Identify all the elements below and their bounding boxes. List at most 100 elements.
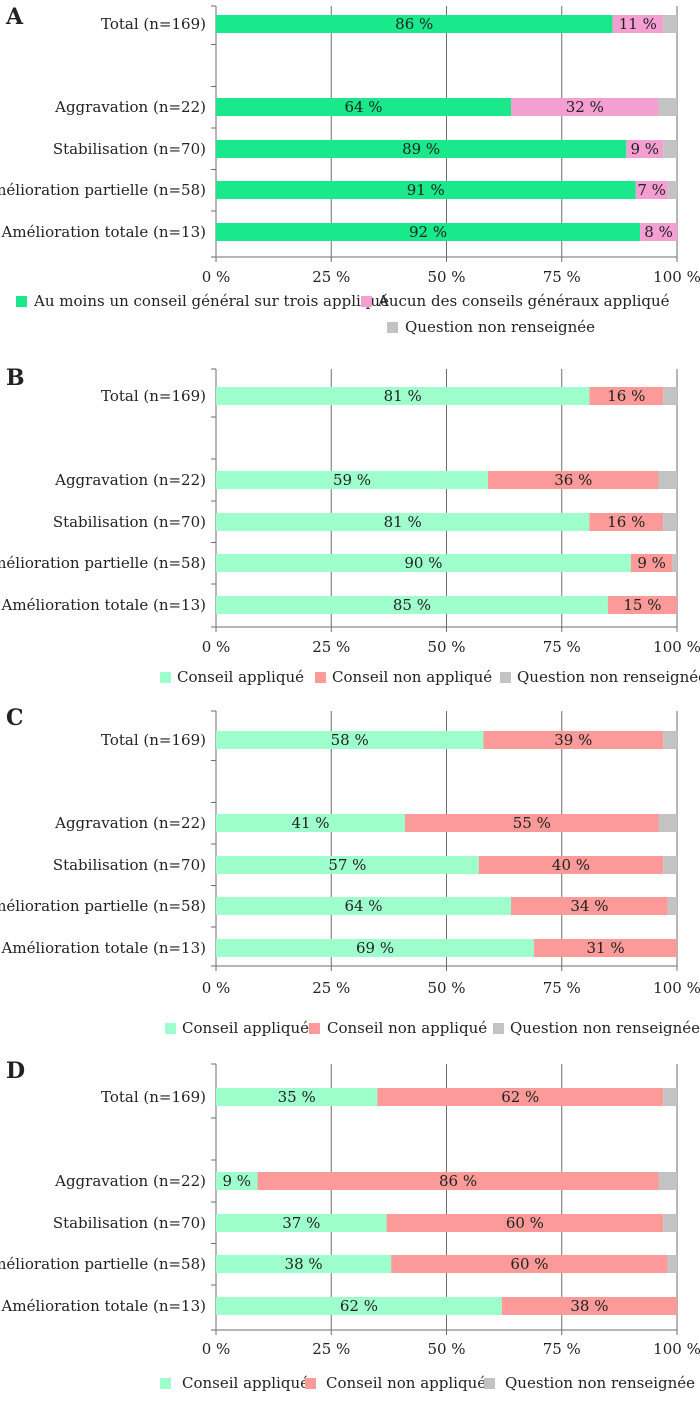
data-label: 39 % <box>554 731 592 749</box>
legend-swatch <box>493 1023 504 1034</box>
bar-segment <box>663 513 677 531</box>
bar-segment <box>667 1255 677 1273</box>
data-label: 81 % <box>384 513 422 531</box>
data-label: 92 % <box>409 223 447 241</box>
category-label: Stabilisation (n=70) <box>53 513 206 531</box>
x-tick-label: 100 % <box>653 268 700 286</box>
bar-segment <box>667 181 677 199</box>
category-label: Total (n=169) <box>101 1088 206 1106</box>
panel-letter: A <box>5 4 24 30</box>
bar-segment <box>257 1172 659 1190</box>
panel-letter: C <box>6 705 24 731</box>
data-label: 41 % <box>291 814 329 832</box>
bar-segment <box>663 140 677 158</box>
category-label: Aggravation (n=22) <box>54 471 206 489</box>
data-label: 9 % <box>222 1172 251 1190</box>
legend-label: Question non renseignée <box>517 668 700 686</box>
data-label: 16 % <box>607 513 645 531</box>
legend-label: Conseil appliqué <box>177 668 304 686</box>
x-tick-label: 50 % <box>427 1340 465 1358</box>
legend-swatch <box>305 1378 316 1389</box>
category-label: Amélioration totale (n=13) <box>1 223 206 241</box>
bar-segment <box>391 1255 668 1273</box>
x-tick-label: 100 % <box>653 1340 700 1358</box>
bar-segment <box>478 856 664 874</box>
x-tick-label: 25 % <box>312 1340 350 1358</box>
data-label: 35 % <box>278 1088 316 1106</box>
bar-segment <box>589 387 664 405</box>
bar-segment <box>589 513 664 531</box>
data-label: 89 % <box>402 140 440 158</box>
category-label: Amélioration partielle (n=58) <box>0 1255 206 1273</box>
bar-segment <box>483 731 664 749</box>
panel-d: D 0 % 25 % 50 % 75 % 100 % Total (n=169) 35 % 62… <box>0 1058 700 1392</box>
x-tick-label: 75 % <box>543 979 581 997</box>
bar-segment <box>386 1214 664 1232</box>
data-label: 40 % <box>552 856 590 874</box>
data-label: 60 % <box>510 1255 548 1273</box>
legend-swatch <box>165 1023 176 1034</box>
bar-segment <box>501 1297 677 1315</box>
category-label: Amélioration totale (n=13) <box>1 596 206 614</box>
legend-label: Conseil appliqué <box>182 1374 309 1392</box>
category-label: Stabilisation (n=70) <box>53 856 206 874</box>
legend-swatch <box>16 296 27 307</box>
bar-segment <box>216 140 627 158</box>
legend-label: Question non renseignée <box>405 318 595 336</box>
bar-segment <box>216 939 535 957</box>
bar-segment <box>626 140 664 158</box>
bar-segment <box>216 181 636 199</box>
legend-label: Au moins un conseil général sur trois ap… <box>33 292 389 310</box>
bar-segment <box>663 856 677 874</box>
category-label: Total (n=169) <box>101 387 206 405</box>
x-tick-label: 100 % <box>653 979 700 997</box>
bar-segment <box>216 814 406 832</box>
bar-segment <box>216 387 590 405</box>
bar-segment <box>216 513 590 531</box>
x-tick-label: 50 % <box>427 979 465 997</box>
panel-a: A 0 % 25 % 50 % 75 % 100 % Total (n=169) 86 % 11… <box>0 4 700 336</box>
category-label: Stabilisation (n=70) <box>53 140 206 158</box>
bar-segment <box>607 596 677 614</box>
category-label: Aggravation (n=22) <box>54 98 206 116</box>
x-tick-label: 75 % <box>543 1340 581 1358</box>
panel-letter: D <box>6 1058 25 1084</box>
data-label: 7 % <box>637 181 666 199</box>
bar-segment <box>635 181 668 199</box>
bar-segment <box>216 471 488 489</box>
bar-segment <box>663 1214 677 1232</box>
bar-segment <box>658 1172 677 1190</box>
data-label: 64 % <box>344 897 382 915</box>
legend-label: Aucun des conseils généraux appliqué <box>377 292 670 310</box>
data-label: 9 % <box>637 554 666 572</box>
bar-segment <box>663 15 677 33</box>
legend-swatch <box>361 296 372 307</box>
bar-segment <box>377 1088 664 1106</box>
bar-segment <box>216 596 608 614</box>
category-label: Aggravation (n=22) <box>54 814 206 832</box>
category-label: Amélioration partielle (n=58) <box>0 181 206 199</box>
data-label: 90 % <box>404 554 442 572</box>
data-label: 15 % <box>623 596 661 614</box>
x-tick-label: 25 % <box>312 979 350 997</box>
data-label: 34 % <box>570 897 608 915</box>
category-label: Stabilisation (n=70) <box>53 1214 206 1232</box>
bar-segment <box>658 471 677 489</box>
data-label: 57 % <box>328 856 366 874</box>
bar-segment <box>216 856 479 874</box>
bar-segment <box>216 554 631 572</box>
bar-segment <box>511 98 659 116</box>
bar-segment <box>658 98 677 116</box>
data-label: 59 % <box>333 471 371 489</box>
data-label: 32 % <box>566 98 604 116</box>
data-label: 86 % <box>439 1172 477 1190</box>
x-tick-label: 75 % <box>543 638 581 656</box>
bar-segment <box>667 897 677 915</box>
category-label: Amélioration totale (n=13) <box>1 1297 206 1315</box>
bar-segment <box>216 223 641 241</box>
category-label: Amélioration partielle (n=58) <box>0 897 206 915</box>
data-label: 37 % <box>282 1214 320 1232</box>
legend-label: Conseil non appliqué <box>326 1374 486 1392</box>
